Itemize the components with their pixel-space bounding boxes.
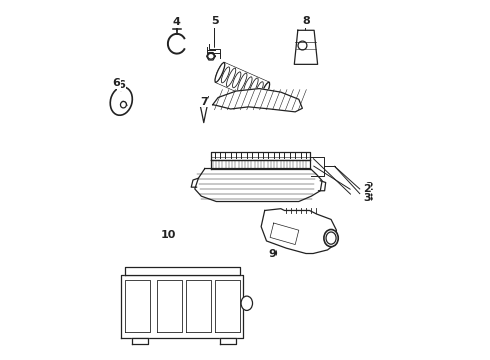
Polygon shape (213, 89, 302, 112)
Polygon shape (294, 30, 318, 64)
Text: 6: 6 (113, 78, 121, 88)
Text: 3: 3 (363, 193, 371, 203)
Ellipse shape (241, 296, 252, 310)
Text: 4: 4 (173, 17, 181, 27)
Text: 3: 3 (365, 193, 372, 203)
Text: 2: 2 (365, 182, 372, 192)
Polygon shape (125, 267, 240, 275)
Polygon shape (211, 160, 310, 168)
Polygon shape (261, 209, 337, 253)
Polygon shape (195, 168, 322, 202)
Ellipse shape (326, 232, 336, 244)
Text: 6: 6 (117, 80, 125, 90)
Text: 4: 4 (173, 17, 181, 27)
Text: 7: 7 (200, 97, 208, 107)
Text: 1: 1 (363, 189, 371, 199)
Ellipse shape (215, 63, 225, 82)
Text: 9: 9 (268, 248, 276, 258)
Text: 1: 1 (365, 188, 372, 198)
Ellipse shape (200, 99, 208, 107)
Text: 2: 2 (363, 184, 371, 194)
Text: 10: 10 (160, 230, 175, 239)
Polygon shape (220, 338, 236, 344)
Polygon shape (211, 152, 310, 160)
Ellipse shape (110, 87, 132, 115)
Polygon shape (132, 338, 148, 344)
Polygon shape (122, 275, 243, 338)
Polygon shape (200, 105, 207, 123)
Polygon shape (216, 63, 269, 102)
Ellipse shape (260, 82, 270, 102)
Text: 7: 7 (202, 96, 209, 106)
Text: 8: 8 (302, 17, 310, 27)
Ellipse shape (298, 41, 307, 50)
Text: 10: 10 (162, 231, 177, 240)
Text: 5: 5 (211, 17, 219, 27)
Polygon shape (270, 223, 299, 244)
Text: 8: 8 (302, 17, 310, 27)
Text: 5: 5 (211, 17, 219, 27)
Ellipse shape (121, 102, 126, 108)
Ellipse shape (208, 53, 214, 59)
Text: 9: 9 (270, 248, 278, 258)
Ellipse shape (324, 229, 338, 247)
